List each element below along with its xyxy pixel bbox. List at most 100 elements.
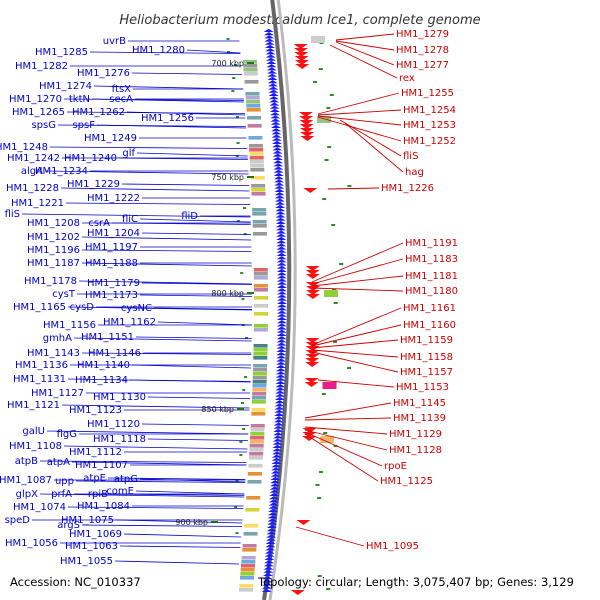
- right-label-hm1-1139: HM1_1139: [393, 413, 446, 424]
- reverse-gene-arrow: [295, 64, 310, 69]
- right-label-hm1-1159: HM1_1159: [400, 335, 453, 346]
- forward-gene-arrow: [274, 198, 285, 202]
- left-leader-line: [49, 146, 248, 149]
- forward-gene-arrow: [272, 448, 283, 452]
- right-leader-line: [317, 379, 395, 388]
- forward-gene-arrow: [276, 288, 287, 292]
- left-label-hm1-1276: HM1_1276: [77, 68, 130, 79]
- cog-category-block: [253, 296, 268, 300]
- right-leader-line: [311, 287, 404, 292]
- left-leader-line: [67, 506, 244, 509]
- right-leader-line: [335, 41, 395, 66]
- left-label-spsg: spsG: [31, 120, 56, 131]
- forward-gene-arrow: [268, 86, 279, 90]
- cog-category-block: [246, 100, 260, 104]
- forward-gene-arrow: [275, 201, 286, 205]
- reverse-gene-arrow: [300, 136, 315, 141]
- reverse-gene-arrow: [304, 378, 319, 383]
- left-label-hm1-1074: HM1_1074: [13, 502, 66, 513]
- forward-gene-arrow: [271, 464, 282, 468]
- cog-category-block: [246, 104, 261, 108]
- gc-mark: [331, 224, 336, 226]
- left-label-hm1-1179: HM1_1179: [87, 278, 140, 289]
- left-leader-line: [121, 183, 250, 186]
- right-leader-line: [311, 258, 404, 285]
- cog-category-block: [239, 588, 254, 592]
- forward-gene-arrow: [271, 134, 282, 138]
- forward-gene-arrow: [274, 195, 285, 199]
- forward-gene-arrow: [274, 179, 285, 183]
- forward-gene-arrow: [264, 550, 275, 554]
- forward-gene-arrow: [264, 38, 275, 42]
- reverse-gene-arrow: [304, 382, 319, 387]
- right-leader-line: [327, 187, 380, 190]
- forward-gene-arrow: [276, 361, 287, 365]
- cog-category-block: [253, 268, 268, 272]
- forward-gene-arrow: [275, 368, 286, 372]
- forward-gene-arrow: [268, 92, 279, 96]
- forward-gene-arrow: [273, 163, 284, 167]
- forward-gene-arrow: [275, 224, 286, 228]
- gc-mark: [240, 402, 244, 404]
- left-label-hm1-1127: HM1_1127: [31, 388, 84, 399]
- forward-gene-arrow: [276, 252, 287, 256]
- left-label-upp: upp: [55, 476, 74, 487]
- left-label-hm1-1285: HM1_1285: [35, 47, 88, 58]
- left-label-hm1-1069: HM1_1069: [69, 529, 122, 540]
- kbp-tick-label: 750 kbp: [211, 173, 244, 182]
- left-label-hm1-1242: HM1_1242: [7, 153, 60, 164]
- right-label-rpoe: rpoE: [384, 461, 407, 472]
- cog-category-block: [252, 368, 267, 372]
- forward-gene-arrow: [273, 419, 284, 423]
- forward-gene-arrow: [267, 83, 278, 87]
- forward-gene-arrow: [273, 176, 284, 180]
- left-label-hm1-1280: HM1_1280: [132, 45, 185, 56]
- forward-gene-arrow: [274, 185, 285, 189]
- gc-mark: [327, 146, 332, 148]
- cog-category-block: [252, 392, 267, 396]
- forward-gene-arrow: [270, 115, 281, 119]
- right-label-hm1-1278: HM1_1278: [396, 45, 449, 56]
- right-label-hm1-1128: HM1_1128: [389, 445, 442, 456]
- forward-gene-arrow: [270, 476, 281, 480]
- forward-gene-arrow: [265, 547, 276, 551]
- right-label-hm1-1095: HM1_1095: [366, 541, 419, 552]
- forward-gene-arrow: [273, 166, 284, 170]
- left-label-hm1-1197: HM1_1197: [85, 242, 138, 253]
- feature-layer: [226, 28, 352, 595]
- forward-gene-arrow: [272, 144, 283, 148]
- forward-gene-arrow: [272, 150, 283, 154]
- cog-category-block: [253, 272, 268, 276]
- gc-mark: [323, 432, 328, 434]
- cog-category-block: [252, 372, 267, 376]
- left-leader-line: [60, 187, 250, 192]
- cog-category-block: [240, 576, 255, 580]
- gc-mark: [317, 575, 322, 577]
- gc-mark: [241, 298, 245, 300]
- left-label-hm1-1229: HM1_1229: [67, 179, 120, 190]
- forward-gene-arrow: [274, 393, 285, 397]
- left-label-rpib: rpiB: [88, 489, 108, 500]
- reverse-gene-arrow: [293, 44, 308, 49]
- cog-category-block: [243, 72, 258, 76]
- right-label-hm1-1252: HM1_1252: [403, 136, 456, 147]
- left-label-hm1-1165: HM1_1165: [13, 302, 66, 313]
- gc-mark: [234, 506, 238, 508]
- left-leader-line: [81, 262, 252, 267]
- right-leader-line: [317, 92, 400, 115]
- right-label-hm1-1183: HM1_1183: [405, 254, 458, 265]
- cog-category-block: [248, 464, 263, 468]
- left-leader-line: [119, 545, 241, 548]
- forward-gene-arrow: [271, 460, 282, 464]
- forward-gene-arrow: [267, 76, 278, 80]
- forward-gene-arrow: [264, 556, 275, 560]
- cog-category-block: [253, 324, 268, 328]
- gc-mark: [235, 480, 239, 482]
- left-label-hm1-1084: HM1_1084: [77, 501, 130, 512]
- topology-text: Topology: circular; Length: 3,075,407 bp…: [257, 575, 574, 589]
- left-label-glpx: glpX: [16, 489, 38, 500]
- forward-gene-arrow: [274, 182, 285, 186]
- forward-gene-arrow: [263, 32, 274, 36]
- forward-gene-arrow: [276, 236, 287, 240]
- left-leader-line: [123, 533, 242, 538]
